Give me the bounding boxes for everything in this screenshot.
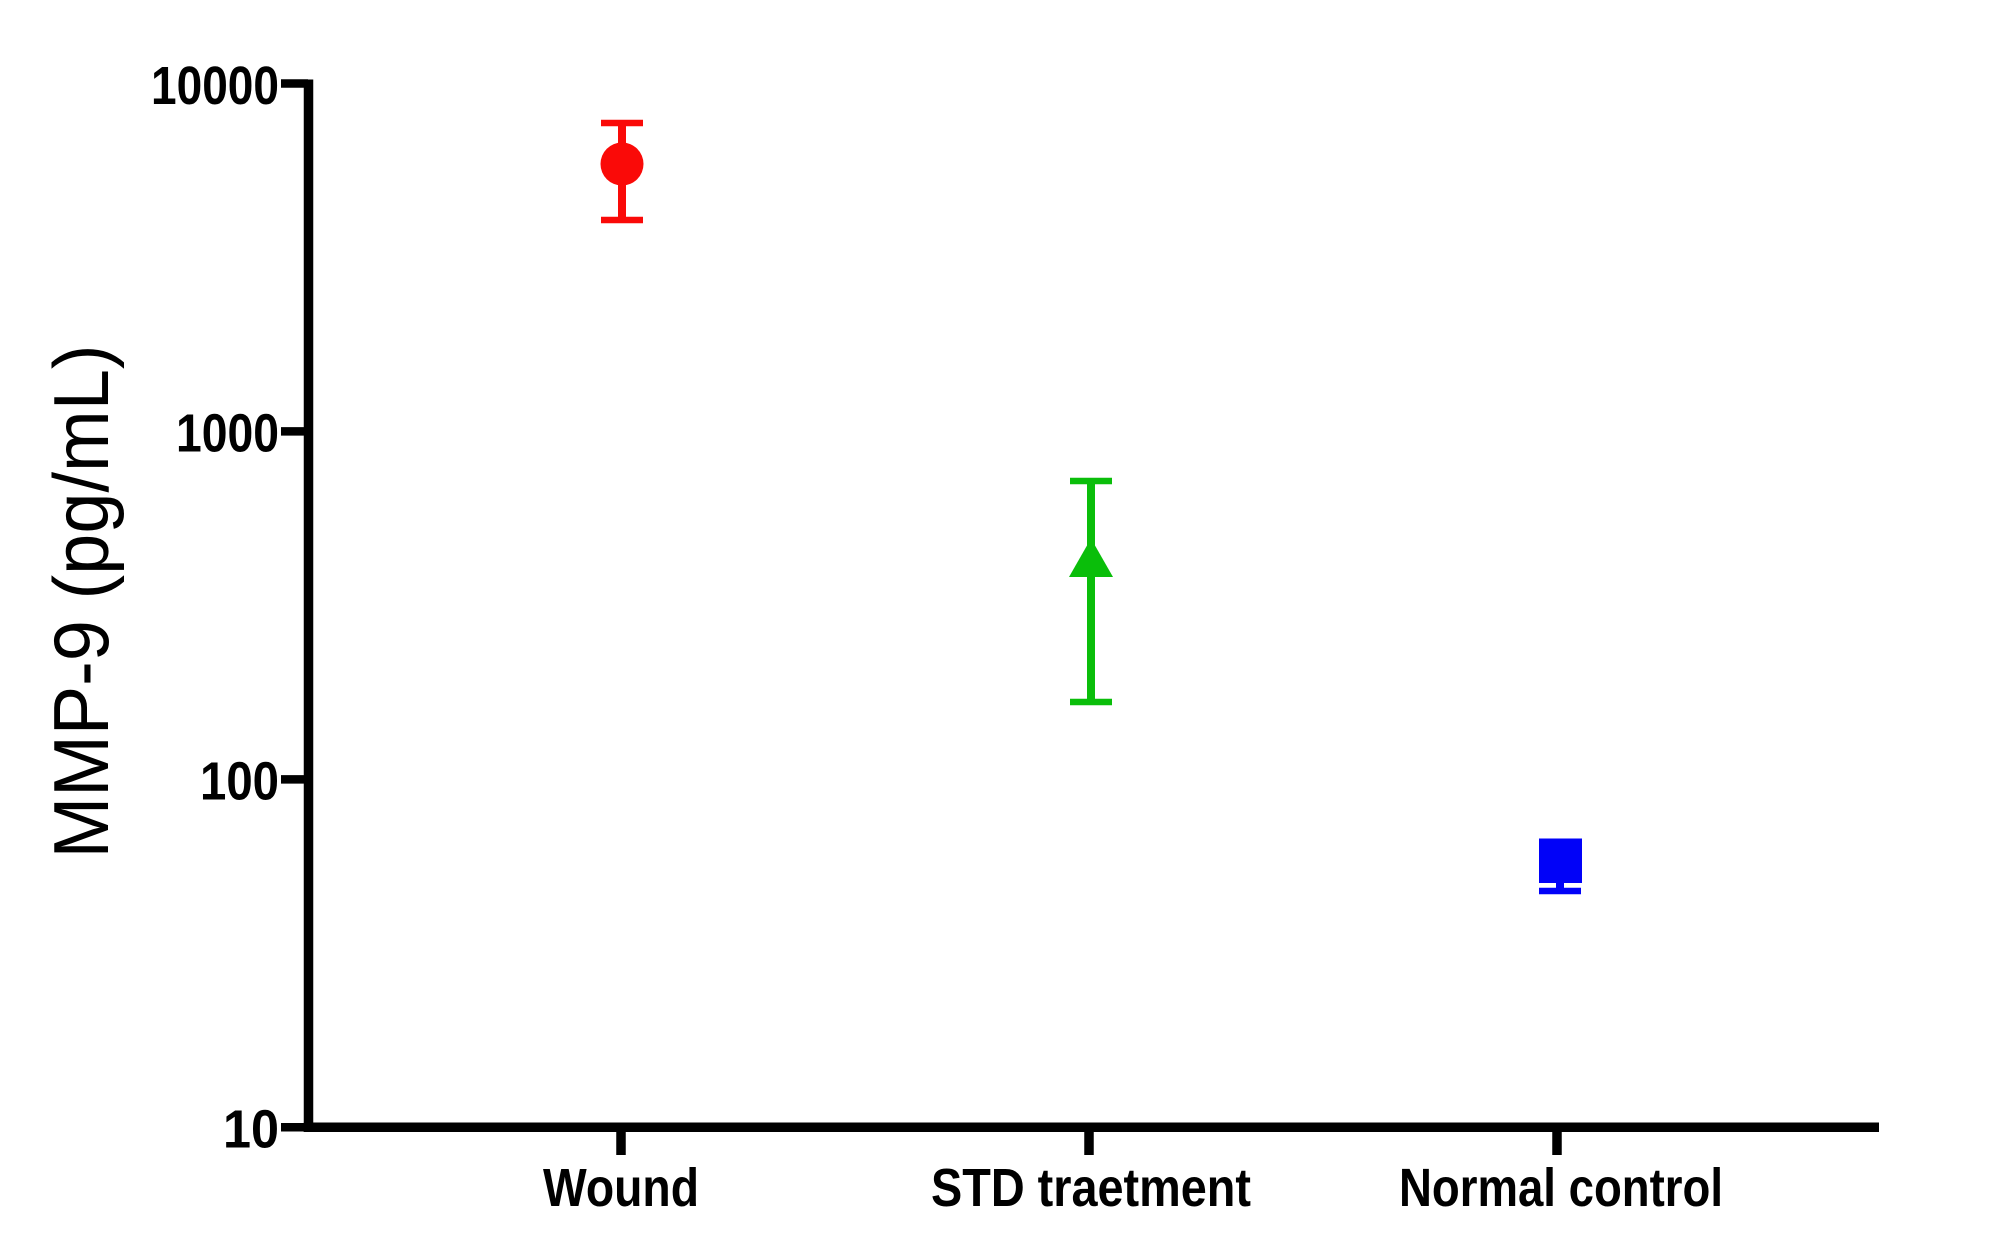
svg-text:100: 100: [200, 752, 279, 812]
svg-text:Normal control: Normal control: [1399, 1158, 1723, 1218]
svg-text:MMP-9 (pg/mL): MMP-9 (pg/mL): [37, 345, 125, 859]
svg-text:10: 10: [223, 1100, 279, 1160]
svg-text:STD traetment: STD traetment: [931, 1158, 1251, 1218]
svg-text:1000: 1000: [176, 404, 279, 464]
svg-text:Wound: Wound: [543, 1158, 699, 1218]
svg-text:10000: 10000: [151, 56, 279, 116]
